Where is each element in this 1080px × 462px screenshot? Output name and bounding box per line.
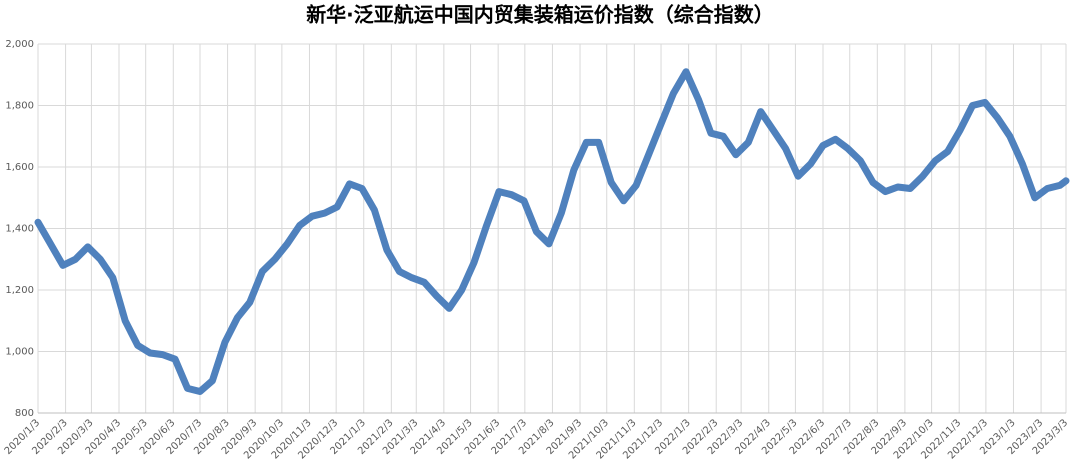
y-tick-label: 1,800: [5, 101, 34, 112]
y-tick-label: 1,600: [5, 162, 34, 173]
chart-title: 新华·泛亚航运中国内贸集装箱运价指数（综合指数）: [306, 3, 774, 27]
y-tick-label: 800: [15, 408, 34, 419]
y-tick-label: 1,400: [5, 224, 34, 235]
y-tick-label: 2,000: [5, 39, 34, 50]
data-line: [34, 68, 1070, 395]
y-tick-label: 1,000: [5, 347, 34, 358]
y-tick-label: 1,200: [5, 285, 34, 296]
